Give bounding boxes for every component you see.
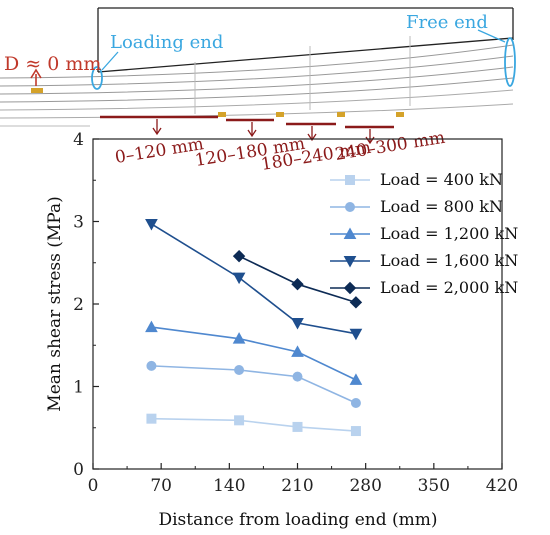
data-point [291, 345, 304, 357]
data-point [350, 398, 361, 408]
y-tick-label: 2 [73, 295, 84, 315]
series-3 [145, 218, 363, 341]
series-0 [146, 413, 361, 437]
y-axis-ticks: 0 1 2 3 4 [73, 130, 99, 480]
legend-item: Load = 1,600 kN [330, 251, 518, 270]
data-point [146, 413, 157, 424]
legend-label: Load = 2,000 kN [380, 278, 518, 297]
data-point [146, 360, 157, 371]
series-line [151, 223, 357, 335]
data-point [232, 332, 246, 344]
data-point [291, 317, 304, 330]
free-end-marker [504, 37, 516, 87]
x-tick-label: 280 [349, 476, 381, 496]
data-point [145, 218, 158, 231]
legend-marker [343, 256, 357, 268]
data-point [292, 421, 303, 432]
data-point [234, 415, 245, 426]
x-tick-label: 350 [418, 476, 450, 496]
data-point [232, 249, 246, 263]
legend-label: Load = 1,600 kN [380, 251, 518, 270]
data-point [232, 272, 246, 285]
data-point [145, 320, 158, 333]
legend-marker [345, 175, 355, 185]
x-tick-label: 210 [281, 476, 313, 496]
series-line [151, 326, 357, 381]
legend: Load = 400 kN Load = 800 kN Load = 1,200 k… [330, 170, 518, 297]
x-tick-label: 70 [150, 476, 172, 496]
y-tick-label: 3 [73, 213, 84, 233]
legend-item: Load = 1,200 kN [330, 224, 518, 243]
data-point [349, 328, 363, 341]
y-tick-label: 4 [73, 130, 84, 150]
loading-end-marker [91, 66, 103, 90]
legend-item: Load = 800 kN [330, 197, 503, 216]
x-tick-label: 420 [486, 476, 518, 496]
data-point [349, 296, 363, 309]
data-point [349, 373, 363, 385]
legend-label: Load = 400 kN [380, 170, 503, 189]
y-tick-label: 1 [73, 378, 84, 398]
segment-label-3: 240–300 mm [334, 128, 447, 165]
data-point [234, 365, 245, 375]
loading-end-label: Loading end [110, 32, 223, 53]
free-end-label: Free end [406, 12, 488, 33]
legend-item: Load = 400 kN [330, 170, 503, 189]
legend-marker [345, 202, 355, 212]
x-tick-label: 140 [213, 476, 245, 496]
y-tick-label: 0 [73, 460, 84, 480]
d-label: D ≈ 0 mm [4, 53, 101, 75]
segment-bars [100, 112, 404, 145]
series-line [151, 365, 357, 404]
series-4 [232, 249, 363, 309]
data-point [350, 426, 361, 437]
x-axis-title: Distance from loading end (mm) [158, 510, 437, 530]
x-axis-ticks: 0 70 140 210 280 350 420 [88, 463, 518, 496]
legend-marker [343, 281, 357, 295]
legend-label: Load = 1,200 kN [380, 224, 518, 243]
x-tick-label: 0 [88, 476, 99, 496]
legend-item: Load = 2,000 kN [330, 278, 518, 297]
y-axis-title: Mean shear stress (MPa) [45, 196, 65, 411]
series-line [151, 417, 356, 432]
legend-label: Load = 800 kN [380, 197, 503, 216]
data-point [292, 371, 303, 382]
series-2 [145, 320, 363, 385]
data-point [291, 277, 304, 291]
series-layer [145, 218, 363, 437]
legend-marker [343, 227, 357, 239]
series-1 [146, 360, 361, 408]
